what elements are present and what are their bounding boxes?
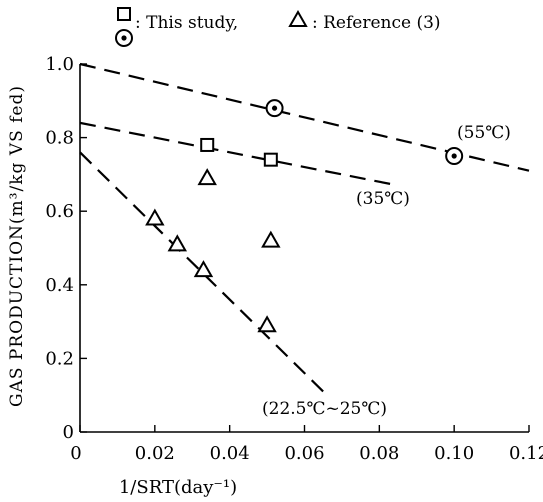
legend: : This study, : Reference (3) — [115, 7, 441, 47]
marker-center-dot — [271, 105, 278, 111]
axes: 0 0.02 0.04 0.06 0.08 0.10 0.12 0 0.2 0.4 0.6 0.8 1.… — [7, 54, 543, 498]
x-tick-label: 0.12 — [509, 443, 543, 464]
marker-center-dot — [121, 35, 127, 41]
legend-triangle-marker — [288, 9, 308, 27]
triangle-data-point — [167, 234, 188, 252]
y-tick-label: 1.0 — [45, 54, 74, 75]
triangle-data-point — [261, 230, 281, 248]
trend-line-label: (35℃) — [356, 189, 410, 209]
y-tick-label: 0.8 — [45, 128, 74, 149]
triangle-data-point — [193, 260, 214, 278]
triangle-data-point — [145, 208, 165, 226]
x-tick-label: 0.08 — [359, 443, 399, 464]
trend-line — [79, 151, 328, 396]
x-tick-label: 0.06 — [284, 443, 324, 464]
square-data-point — [200, 137, 215, 152]
y-tick-label: 0.6 — [45, 201, 74, 222]
square-data-point — [263, 152, 278, 167]
marker-center-dot — [451, 153, 457, 159]
x-tick-label: 0.02 — [135, 443, 175, 464]
trend-lines — [79, 62, 530, 396]
legend-square-marker — [117, 7, 131, 21]
legend-label-triangle: : Reference (3) — [312, 13, 441, 33]
y-axis-title: GAS PRODUCTION(m³/kg VS fed) — [7, 85, 27, 407]
triangle-data-point — [257, 315, 277, 333]
data-points — [145, 99, 464, 333]
y-tick-label: 0 — [63, 422, 74, 443]
text-labels: (55℃) (35℃) (22.5℃~25℃) — [262, 123, 511, 419]
circle-dot-data-point — [265, 99, 284, 118]
trend-line — [79, 121, 399, 187]
y-tick-label: 0.2 — [45, 348, 74, 369]
trend-line-label: (22.5℃~25℃) — [262, 399, 387, 419]
trend-line-label: (55℃) — [457, 123, 511, 143]
x-tick-label: 0 — [70, 443, 81, 464]
legend-label-square: : This study, — [135, 13, 238, 33]
y-tick-label: 0.4 — [45, 275, 74, 296]
triangle-data-point — [197, 168, 217, 186]
circle-dot-data-point — [445, 147, 464, 165]
x-tick-label: 0.10 — [434, 443, 474, 464]
x-axis-title: 1/SRT(day⁻¹) — [119, 477, 237, 498]
legend-circle-dot-marker — [115, 29, 133, 47]
x-tick-label: 0.04 — [210, 443, 250, 464]
